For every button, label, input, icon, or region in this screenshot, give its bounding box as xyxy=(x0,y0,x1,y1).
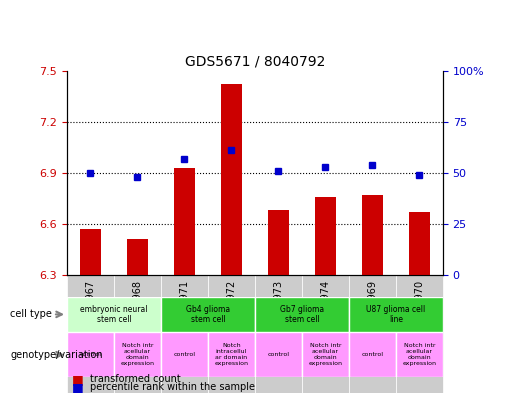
Text: percentile rank within the sample: percentile rank within the sample xyxy=(90,382,255,392)
Bar xyxy=(409,212,430,275)
Text: genotype/variation: genotype/variation xyxy=(10,350,103,360)
Bar xyxy=(114,332,161,377)
Bar xyxy=(396,332,443,377)
Bar xyxy=(161,297,255,332)
Bar xyxy=(80,229,101,275)
Text: Gb7 glioma
stem cell: Gb7 glioma stem cell xyxy=(280,305,324,324)
Text: transformed count: transformed count xyxy=(90,374,181,384)
Bar xyxy=(208,332,255,377)
Text: U87 glioma cell
line: U87 glioma cell line xyxy=(366,305,425,324)
Text: Notch intr
acellular
domain
expression: Notch intr acellular domain expression xyxy=(121,343,154,366)
Text: Notch
intracellul
ar domain
expression: Notch intracellul ar domain expression xyxy=(214,343,248,366)
Text: control: control xyxy=(79,352,101,357)
Bar xyxy=(127,239,148,275)
Bar xyxy=(349,297,443,332)
Text: control: control xyxy=(362,352,383,357)
FancyBboxPatch shape xyxy=(302,275,349,393)
FancyBboxPatch shape xyxy=(161,275,208,393)
Bar xyxy=(315,197,336,275)
Title: GDS5671 / 8040792: GDS5671 / 8040792 xyxy=(185,54,325,68)
Text: cell type: cell type xyxy=(10,309,52,320)
Bar xyxy=(349,332,396,377)
Bar xyxy=(174,168,195,275)
Text: Notch intr
acellular
domain
expression: Notch intr acellular domain expression xyxy=(308,343,342,366)
Text: ■: ■ xyxy=(72,380,84,393)
Text: Notch intr
acellular
domain
expression: Notch intr acellular domain expression xyxy=(402,343,436,366)
Bar xyxy=(255,297,349,332)
Bar xyxy=(67,332,114,377)
Text: Gb4 glioma
stem cell: Gb4 glioma stem cell xyxy=(186,305,230,324)
Text: embryonic neural
stem cell: embryonic neural stem cell xyxy=(80,305,148,324)
Text: ■: ■ xyxy=(72,373,84,386)
FancyBboxPatch shape xyxy=(349,275,396,393)
Bar xyxy=(67,297,161,332)
Text: control: control xyxy=(174,352,195,357)
Bar xyxy=(255,332,302,377)
Bar xyxy=(221,84,242,275)
Bar xyxy=(268,210,289,275)
FancyBboxPatch shape xyxy=(114,275,161,393)
Text: control: control xyxy=(267,352,289,357)
FancyBboxPatch shape xyxy=(255,275,302,393)
FancyBboxPatch shape xyxy=(67,275,114,393)
Bar xyxy=(362,195,383,275)
Bar xyxy=(302,332,349,377)
Bar xyxy=(161,332,208,377)
FancyBboxPatch shape xyxy=(396,275,443,393)
FancyBboxPatch shape xyxy=(208,275,255,393)
